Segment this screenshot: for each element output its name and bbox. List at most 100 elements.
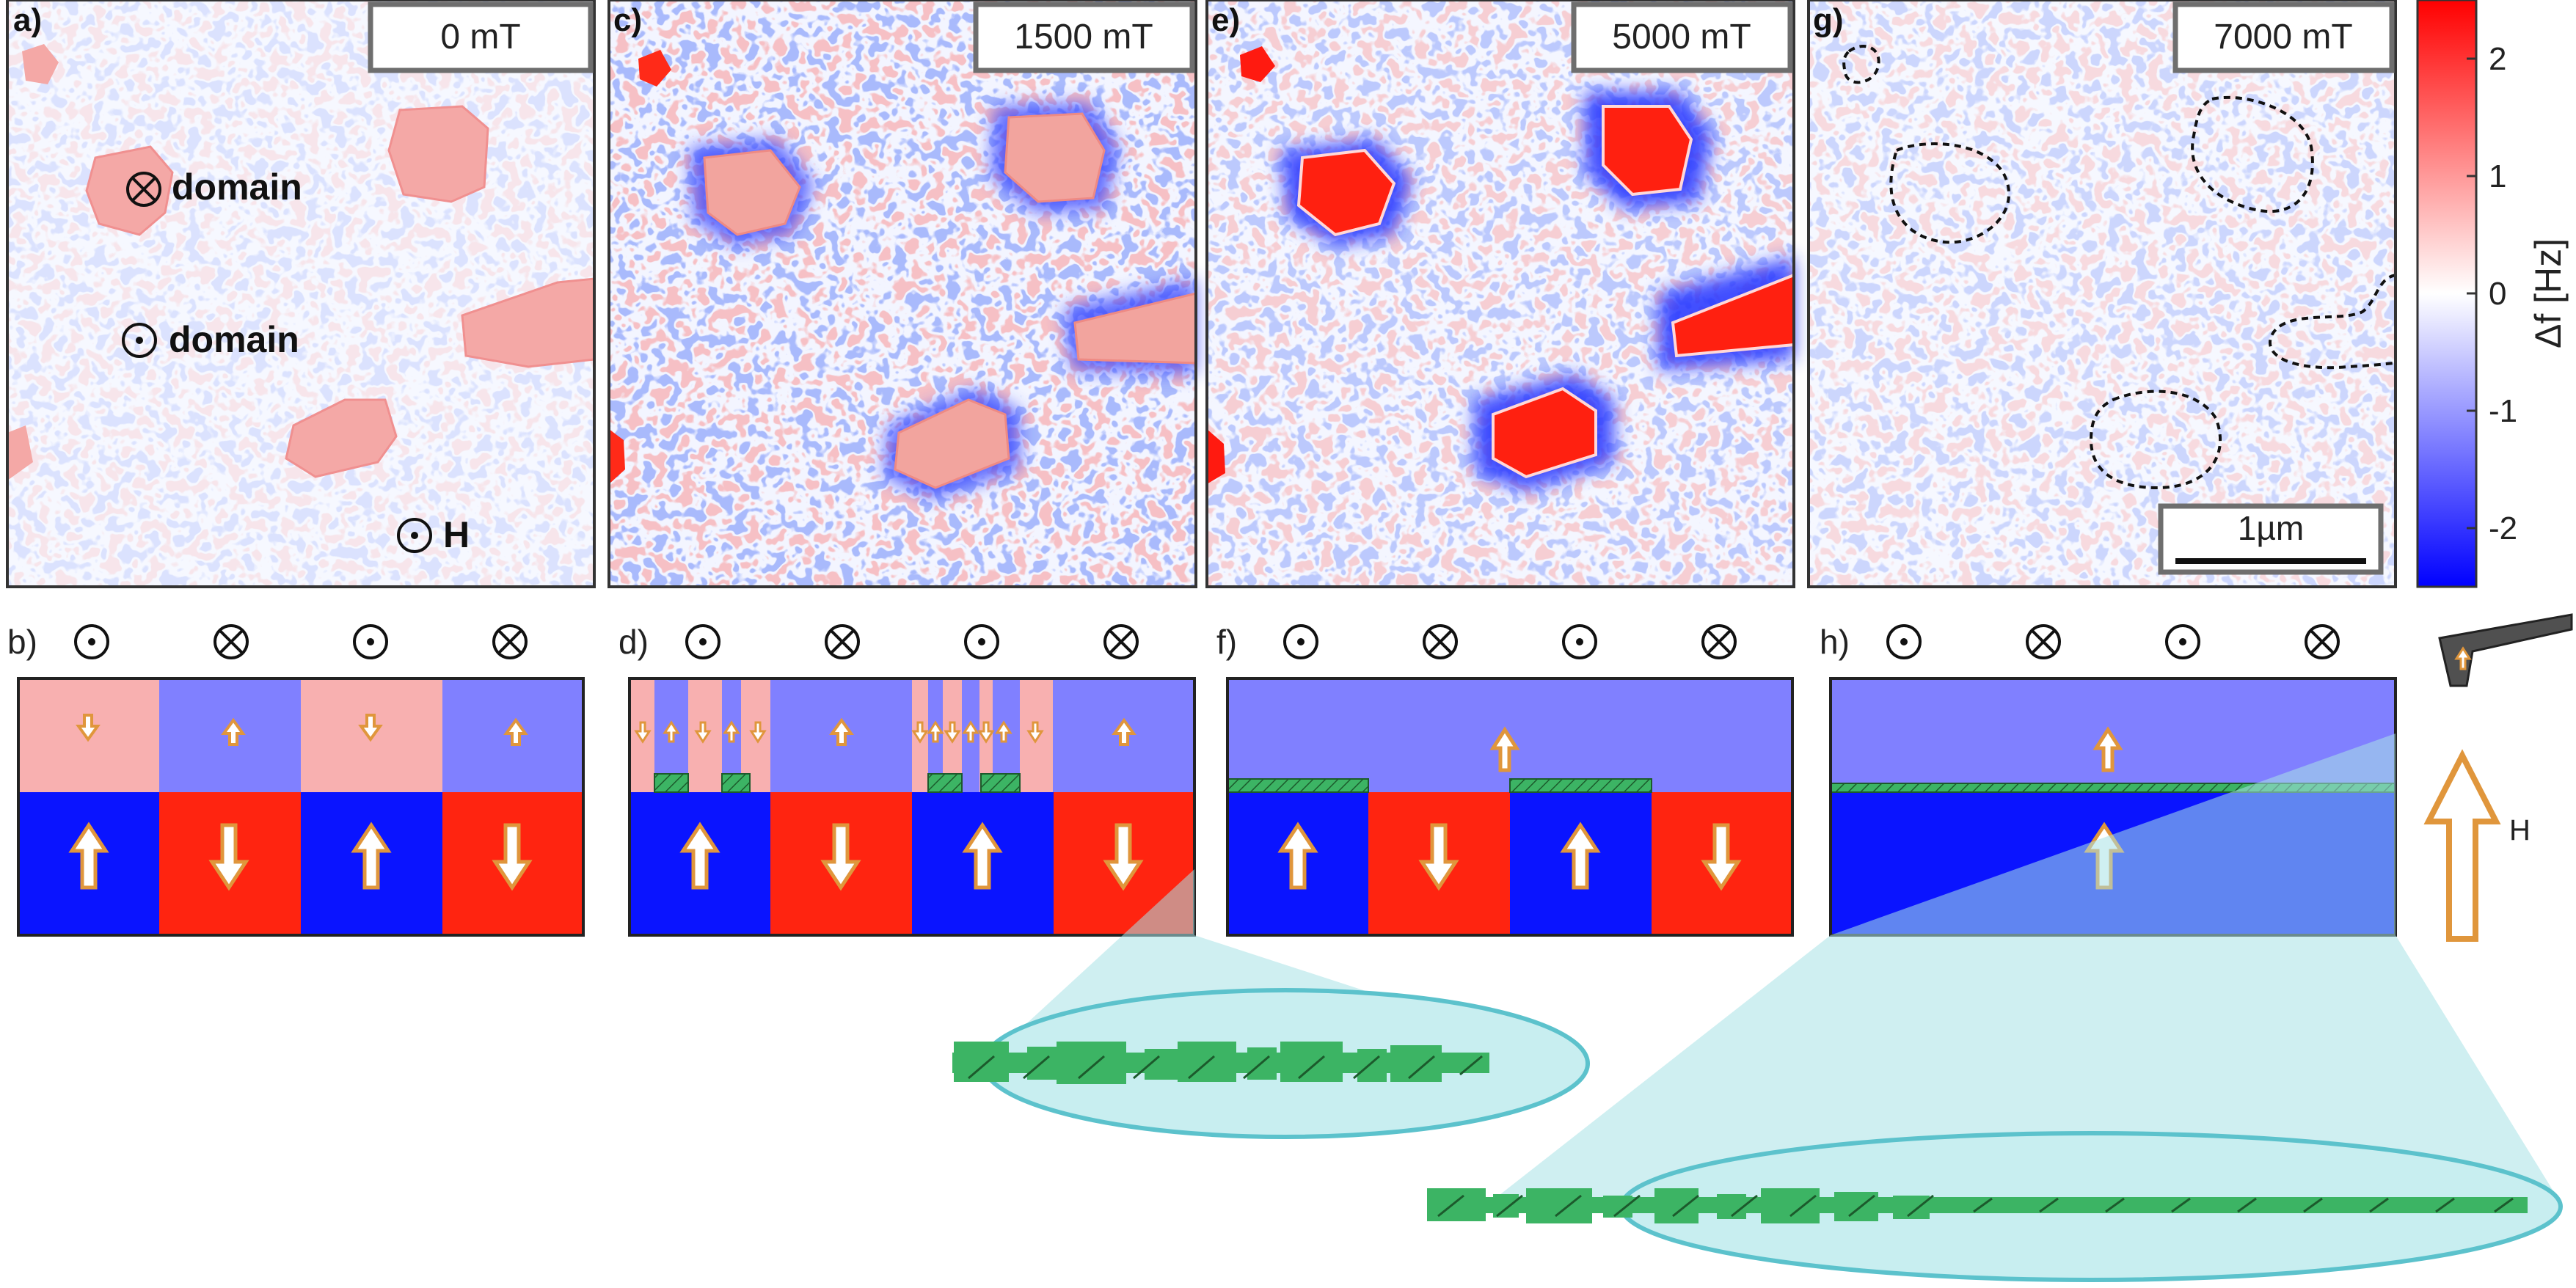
arrow-down-icon: [820, 823, 861, 891]
arrow-up-icon: [927, 720, 944, 743]
mfm-scan-a: a) 0 mT domain domain H: [6, 0, 596, 588]
domain-blob: [1492, 387, 1597, 479]
schematic-b: [17, 677, 585, 937]
colorbar-label: Δf [Hz]: [2528, 238, 2569, 348]
cross-icon: [126, 172, 161, 207]
schematic-panel-label: d): [619, 623, 649, 661]
domain-blob: [609, 429, 625, 484]
domain-blob: [387, 105, 489, 203]
panel-label: e): [1211, 2, 1240, 38]
arrow-up-icon: [68, 822, 109, 890]
domain-blob: [1296, 148, 1396, 237]
domain-blob: [85, 145, 174, 236]
cross-icon: [1103, 624, 1139, 659]
arrow-up-icon: [2092, 726, 2123, 772]
domain-outline: [2191, 95, 2314, 213]
cross-icon: [214, 624, 249, 659]
zoom-inset-d: [952, 869, 1590, 1139]
arrow-up-icon: [1112, 717, 1136, 746]
mfm-scan-c: c) 1500 mT: [607, 0, 1197, 588]
arrow-down-icon: [634, 721, 652, 744]
panel-label: a): [13, 2, 42, 38]
domain-wall: [654, 773, 689, 793]
arrow-up-icon: [679, 822, 720, 890]
arrow-up-icon: [995, 720, 1012, 743]
cross-icon: [1701, 624, 1737, 659]
arrow-down-icon: [911, 721, 929, 744]
dot-icon: [2165, 624, 2200, 659]
domain-blob: [894, 398, 1010, 489]
wall-structure: [1427, 1188, 2528, 1223]
arrow-up-icon: [723, 720, 740, 743]
arrow-up-icon: [663, 720, 680, 743]
svg-text:1µm: 1µm: [2238, 509, 2304, 547]
svg-text:domain: domain: [169, 319, 299, 360]
field-direction-annotation: H: [397, 514, 470, 555]
colorbar-tick-label: 2: [2489, 41, 2506, 77]
cross-icon: [2026, 624, 2061, 659]
arrow-down-icon: [749, 721, 767, 744]
dot-icon: [397, 518, 432, 553]
cross-icon: [1423, 624, 1458, 659]
domain-blob: [7, 425, 33, 480]
dot-icon: [685, 624, 720, 659]
dot-icon: [964, 624, 999, 659]
arrow-up-icon: [829, 717, 854, 746]
arrow-up-icon: [1277, 822, 1318, 890]
domain-blob: [285, 398, 398, 478]
arrow-down-icon: [492, 823, 533, 891]
wall-structure: [952, 1042, 1489, 1084]
mfm-scan-g: g) 7000 mT 1µm: [1807, 0, 2397, 588]
dot-icon: [74, 624, 109, 659]
arrow-up-icon: [1489, 726, 1520, 772]
mfm-scan-e: e) 5000 mT: [1205, 0, 1795, 588]
cross-icon: [825, 624, 860, 659]
arrow-up-icon: [351, 822, 392, 890]
arrow-down-icon: [358, 714, 383, 742]
field-value-label: 5000 mT: [1612, 18, 1751, 56]
colorbar-tick-label: -1: [2489, 393, 2517, 429]
domain-wall: [927, 773, 963, 793]
arrow-down-icon: [1103, 823, 1144, 891]
scale-bar: 1µm: [2158, 503, 2384, 575]
domain-wall: [980, 773, 1021, 793]
schematic-panel-label: h): [1820, 623, 1850, 661]
domain-blob: [1004, 112, 1106, 203]
dot-icon: [1283, 624, 1318, 659]
schematic-panel-label: f): [1216, 623, 1237, 661]
cantilever-tip: [2438, 613, 2573, 687]
panel-label: g): [1813, 2, 1844, 38]
domain-wall: [1509, 778, 1652, 793]
domain-wall: [1227, 778, 1369, 793]
domain-wall: [721, 773, 751, 793]
dot-icon: [1886, 624, 1922, 659]
arrow-up-icon: [962, 822, 1003, 890]
dot-icon: [1562, 624, 1597, 659]
into-domain-annotation: domain: [126, 167, 302, 208]
out-domain-annotation: domain: [122, 319, 299, 360]
applied-field-arrow: H: [2423, 749, 2531, 942]
colorbar-tick-label: 0: [2489, 276, 2506, 312]
domain-blob: [1207, 429, 1225, 484]
domain-outline: [2089, 389, 2222, 490]
arrow-up-icon: [2454, 646, 2472, 670]
svg-text:domain: domain: [172, 167, 302, 208]
arrow-up-icon: [503, 717, 528, 746]
arrow-down-icon: [944, 721, 961, 744]
schematic-panel-label: b): [7, 623, 37, 661]
panel-label: c): [613, 2, 642, 38]
domain-blob: [1240, 46, 1275, 82]
schematic-f: [1226, 677, 1794, 937]
colorbar-tick-label: -2: [2489, 511, 2517, 546]
arrow-up-icon: [2423, 749, 2501, 942]
dot-icon: [353, 624, 388, 659]
arrow-down-icon: [694, 721, 712, 744]
arrow-down-icon: [977, 721, 995, 744]
field-value-label: 7000 mT: [2214, 18, 2352, 56]
schematic-d: [628, 677, 1196, 937]
field-value-label: 1500 mT: [1014, 18, 1153, 56]
arrow-down-icon: [1026, 721, 1044, 744]
arrow-up-icon: [1560, 822, 1601, 890]
arrow-down-icon: [1701, 823, 1742, 891]
